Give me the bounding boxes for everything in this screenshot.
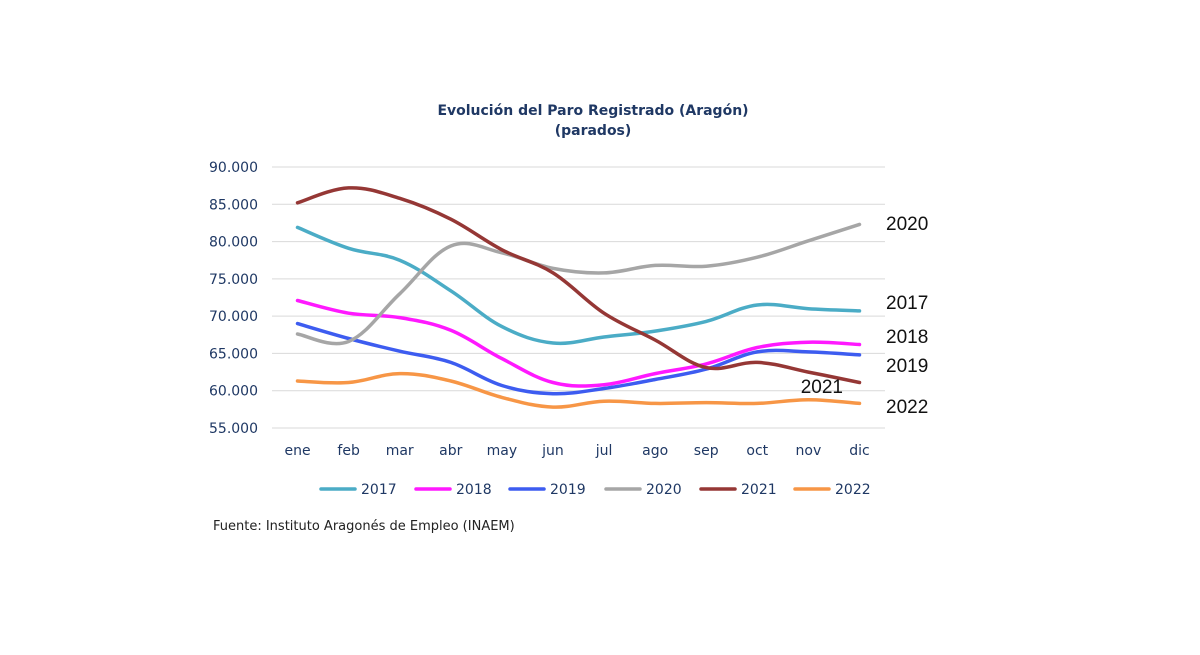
- legend-label-2018: 2018: [456, 482, 492, 498]
- x-tick-label: dic: [849, 443, 869, 459]
- series-end-labels: 2017 2018 2019 2020 2021 2022: [801, 214, 929, 418]
- x-tick-label: sep: [694, 443, 719, 459]
- series-line-2020: [295, 222, 862, 346]
- x-tick-label: jul: [595, 443, 613, 459]
- y-axis-ticks: 90.000 85.000 80.000 75.000 70.000 65.000 60.0…: [209, 160, 258, 437]
- series-line-2018: [295, 298, 862, 388]
- y-tick-label: 60.000: [209, 384, 258, 400]
- end-label-2022: 2022: [886, 397, 928, 418]
- end-label-2020: 2020: [886, 214, 928, 235]
- gridlines: [272, 166, 885, 429]
- y-tick-label: 90.000: [209, 160, 258, 176]
- legend-label-2017: 2017: [361, 482, 397, 498]
- x-tick-label: ago: [642, 443, 668, 459]
- legend-label-2022: 2022: [835, 482, 871, 498]
- x-axis-ticks: ene feb mar abr may jun jul ago sep oct nov dic: [284, 443, 869, 459]
- series-line-2021: [295, 186, 862, 385]
- x-tick-label: abr: [439, 443, 462, 459]
- legend-label-2021: 2021: [741, 482, 777, 498]
- x-tick-label: oct: [746, 443, 768, 459]
- x-tick-label: ene: [284, 443, 310, 459]
- end-label-2019: 2019: [886, 356, 928, 377]
- x-tick-label: mar: [386, 443, 414, 459]
- series-line-2019: [295, 321, 862, 396]
- legend: 2017 2018 2019 2020 2021 2022: [319, 482, 871, 498]
- y-tick-label: 80.000: [209, 235, 258, 251]
- y-tick-label: 55.000: [209, 421, 258, 437]
- y-tick-label: 70.000: [209, 309, 258, 325]
- end-label-2018: 2018: [886, 327, 928, 348]
- series-line-2022: [295, 371, 862, 409]
- legend-label-2020: 2020: [646, 482, 682, 498]
- end-label-2017: 2017: [886, 293, 928, 314]
- chart-subtitle: (parados): [555, 123, 632, 139]
- x-tick-label: may: [487, 443, 518, 459]
- chart-title: Evolución del Paro Registrado (Aragón): [437, 103, 748, 119]
- x-tick-label: nov: [796, 443, 822, 459]
- x-tick-label: jun: [541, 443, 564, 459]
- y-tick-label: 85.000: [209, 197, 258, 213]
- series-lines: [295, 186, 862, 409]
- y-tick-label: 65.000: [209, 346, 258, 362]
- y-tick-label: 75.000: [209, 272, 258, 288]
- end-label-2021: 2021: [801, 377, 843, 398]
- series-line-2017: [295, 225, 862, 346]
- x-tick-label: feb: [337, 443, 360, 459]
- source-note: Fuente: Instituto Aragonés de Empleo (IN…: [213, 519, 515, 534]
- legend-label-2019: 2019: [550, 482, 586, 498]
